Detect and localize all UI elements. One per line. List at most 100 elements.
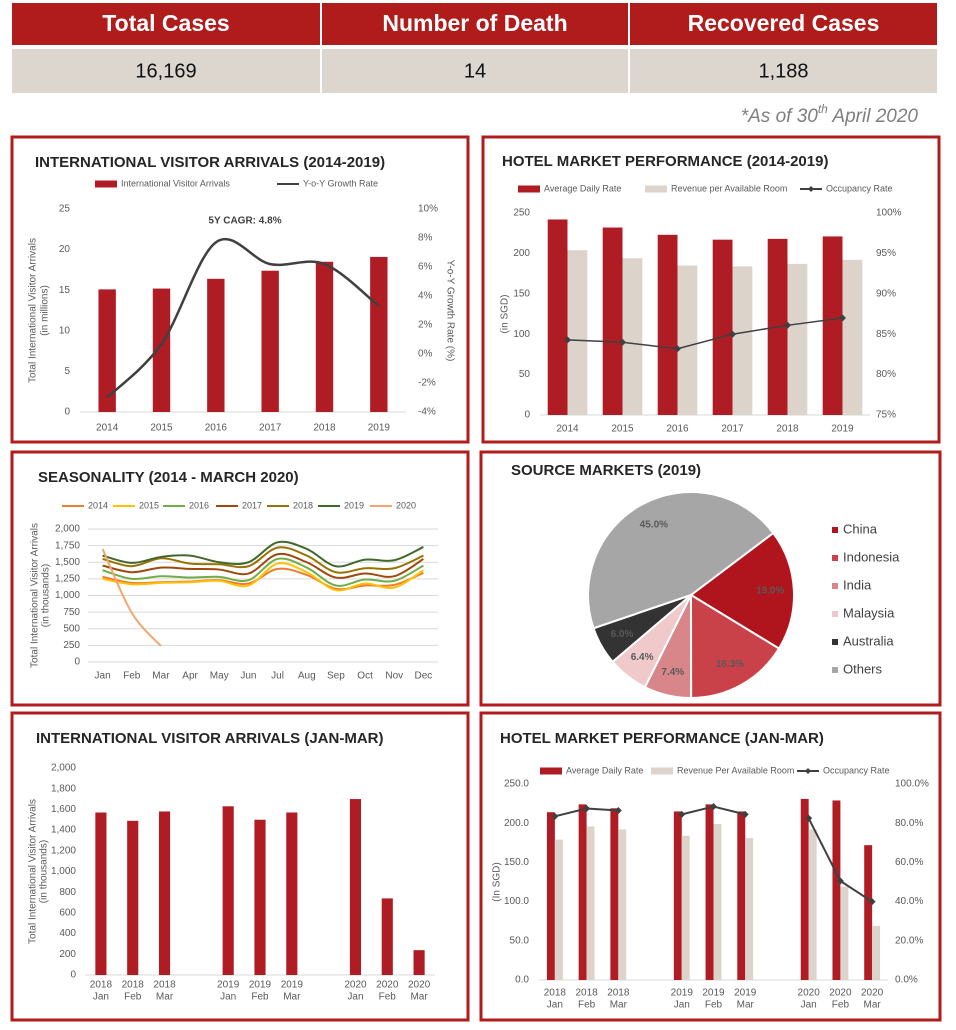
header-label: Total Cases xyxy=(102,10,229,36)
x-tick-label: Dec xyxy=(415,671,433,682)
legend-label: Y-o-Y Growth Rate xyxy=(303,178,378,188)
x-tick-label: 2019 xyxy=(702,988,725,999)
bar xyxy=(677,265,698,415)
y2-tick-label: 80.0% xyxy=(895,818,923,829)
y2-axis-label: Y-o-Y Growth Rate (%) xyxy=(444,260,455,362)
bar xyxy=(732,266,753,415)
x-tick-label: Jan xyxy=(801,1000,817,1011)
x-tick-label: Jun xyxy=(240,671,256,682)
y2-tick-label: -4% xyxy=(418,407,436,418)
legend-label: 2017 xyxy=(242,500,262,510)
x-tick-label: Aug xyxy=(298,671,316,682)
y2-tick-label: 95% xyxy=(876,248,896,259)
pie-slice xyxy=(587,491,775,630)
x-tick-label: 2018 xyxy=(575,988,598,999)
line xyxy=(101,548,162,647)
bar xyxy=(567,250,588,415)
bar xyxy=(657,234,678,415)
y2-tick-label: 6% xyxy=(418,262,433,273)
bar xyxy=(840,886,849,980)
bar xyxy=(286,812,298,975)
bar xyxy=(413,950,425,975)
note-text: *As of 30 xyxy=(741,106,819,127)
bar xyxy=(546,812,555,980)
legend-swatch xyxy=(832,639,838,645)
note-text: April 2020 xyxy=(828,106,919,127)
bar xyxy=(602,227,623,415)
bar xyxy=(705,804,714,980)
x-tick-label: Jan xyxy=(93,992,109,1003)
legend-label: 2016 xyxy=(189,500,209,510)
x-tick-label: 2019 xyxy=(831,424,854,435)
x-tick-label: 2015 xyxy=(150,423,173,434)
x-tick-label: Jan xyxy=(547,1000,563,1011)
y2-tick-label: 20.0% xyxy=(895,935,923,946)
bar xyxy=(610,808,619,980)
bar xyxy=(872,925,881,980)
y2-tick-label: 4% xyxy=(418,291,433,302)
y2-tick-label: -2% xyxy=(418,378,436,389)
x-tick-label: 2020 xyxy=(829,988,852,999)
x-tick-label: Sep xyxy=(327,671,345,682)
legend-label: India xyxy=(843,577,872,592)
bar xyxy=(808,829,817,980)
y2-tick-label: 40.0% xyxy=(895,896,923,907)
stat-value: 16,169 xyxy=(135,60,196,82)
y-tick-label: 15 xyxy=(59,285,71,296)
y-tick-label: 0 xyxy=(74,657,80,668)
y-tick-label: 1,000 xyxy=(51,866,76,877)
marker xyxy=(564,336,571,344)
value-cell xyxy=(12,49,320,93)
slice-label: 45.0% xyxy=(640,520,668,531)
y-axis-label: (in thousands) xyxy=(41,564,52,627)
legend-swatch xyxy=(540,767,562,775)
y-tick-label: 2,000 xyxy=(55,524,80,535)
marker xyxy=(678,810,686,818)
value-cell xyxy=(322,49,628,93)
x-tick-label: 2018 xyxy=(544,988,567,999)
y-axis-label: Total International Visitor Arrivals xyxy=(28,238,39,383)
bar xyxy=(95,812,107,975)
y-axis-label: (In SGD) xyxy=(492,862,503,901)
x-tick-label: 2020 xyxy=(861,988,884,999)
x-tick-label: Oct xyxy=(357,671,373,682)
legend-swatch xyxy=(518,185,540,193)
y2-tick-label: 60.0% xyxy=(895,857,923,868)
bar xyxy=(578,804,587,980)
chart-title: HOTEL MARKET PERFORMANCE (2014-2019) xyxy=(502,153,828,170)
legend-label: Others xyxy=(843,661,883,676)
line xyxy=(106,238,380,399)
y-tick-label: 5 xyxy=(64,366,70,377)
note-sup: th xyxy=(818,102,828,116)
stat-value: 14 xyxy=(464,60,486,82)
y-tick-label: 10 xyxy=(59,325,71,336)
y-tick-label: 1,000 xyxy=(55,590,80,601)
bar xyxy=(547,219,568,415)
x-tick-label: Jan xyxy=(220,992,236,1003)
y-tick-label: 0.0 xyxy=(515,975,529,986)
y-tick-label: 100 xyxy=(513,329,530,340)
x-tick-label: 2017 xyxy=(259,423,282,434)
y-tick-label: 1,200 xyxy=(51,845,76,856)
x-tick-label: Mar xyxy=(610,1000,628,1011)
x-tick-label: 2020 xyxy=(376,980,399,991)
line xyxy=(102,540,424,568)
legend-label: Occupancy Rate xyxy=(823,765,890,775)
x-tick-label: 2018 xyxy=(153,980,176,991)
legend-label: China xyxy=(843,521,878,536)
y2-tick-label: 2% xyxy=(418,320,433,331)
x-tick-label: 2018 xyxy=(313,423,336,434)
x-tick-label: 2018 xyxy=(122,980,145,991)
x-tick-label: Feb xyxy=(578,1000,596,1011)
x-tick-label: Mar xyxy=(283,992,301,1003)
x-tick-label: 2015 xyxy=(611,424,634,435)
x-tick-label: Feb xyxy=(379,992,397,1003)
marker xyxy=(784,321,791,329)
bar xyxy=(207,278,225,412)
header-label: Recovered Cases xyxy=(688,10,880,36)
line xyxy=(102,552,424,579)
bar xyxy=(673,811,682,980)
y2-tick-label: 0.0% xyxy=(895,975,918,986)
bar xyxy=(681,835,690,980)
x-tick-label: 2020 xyxy=(408,980,431,991)
